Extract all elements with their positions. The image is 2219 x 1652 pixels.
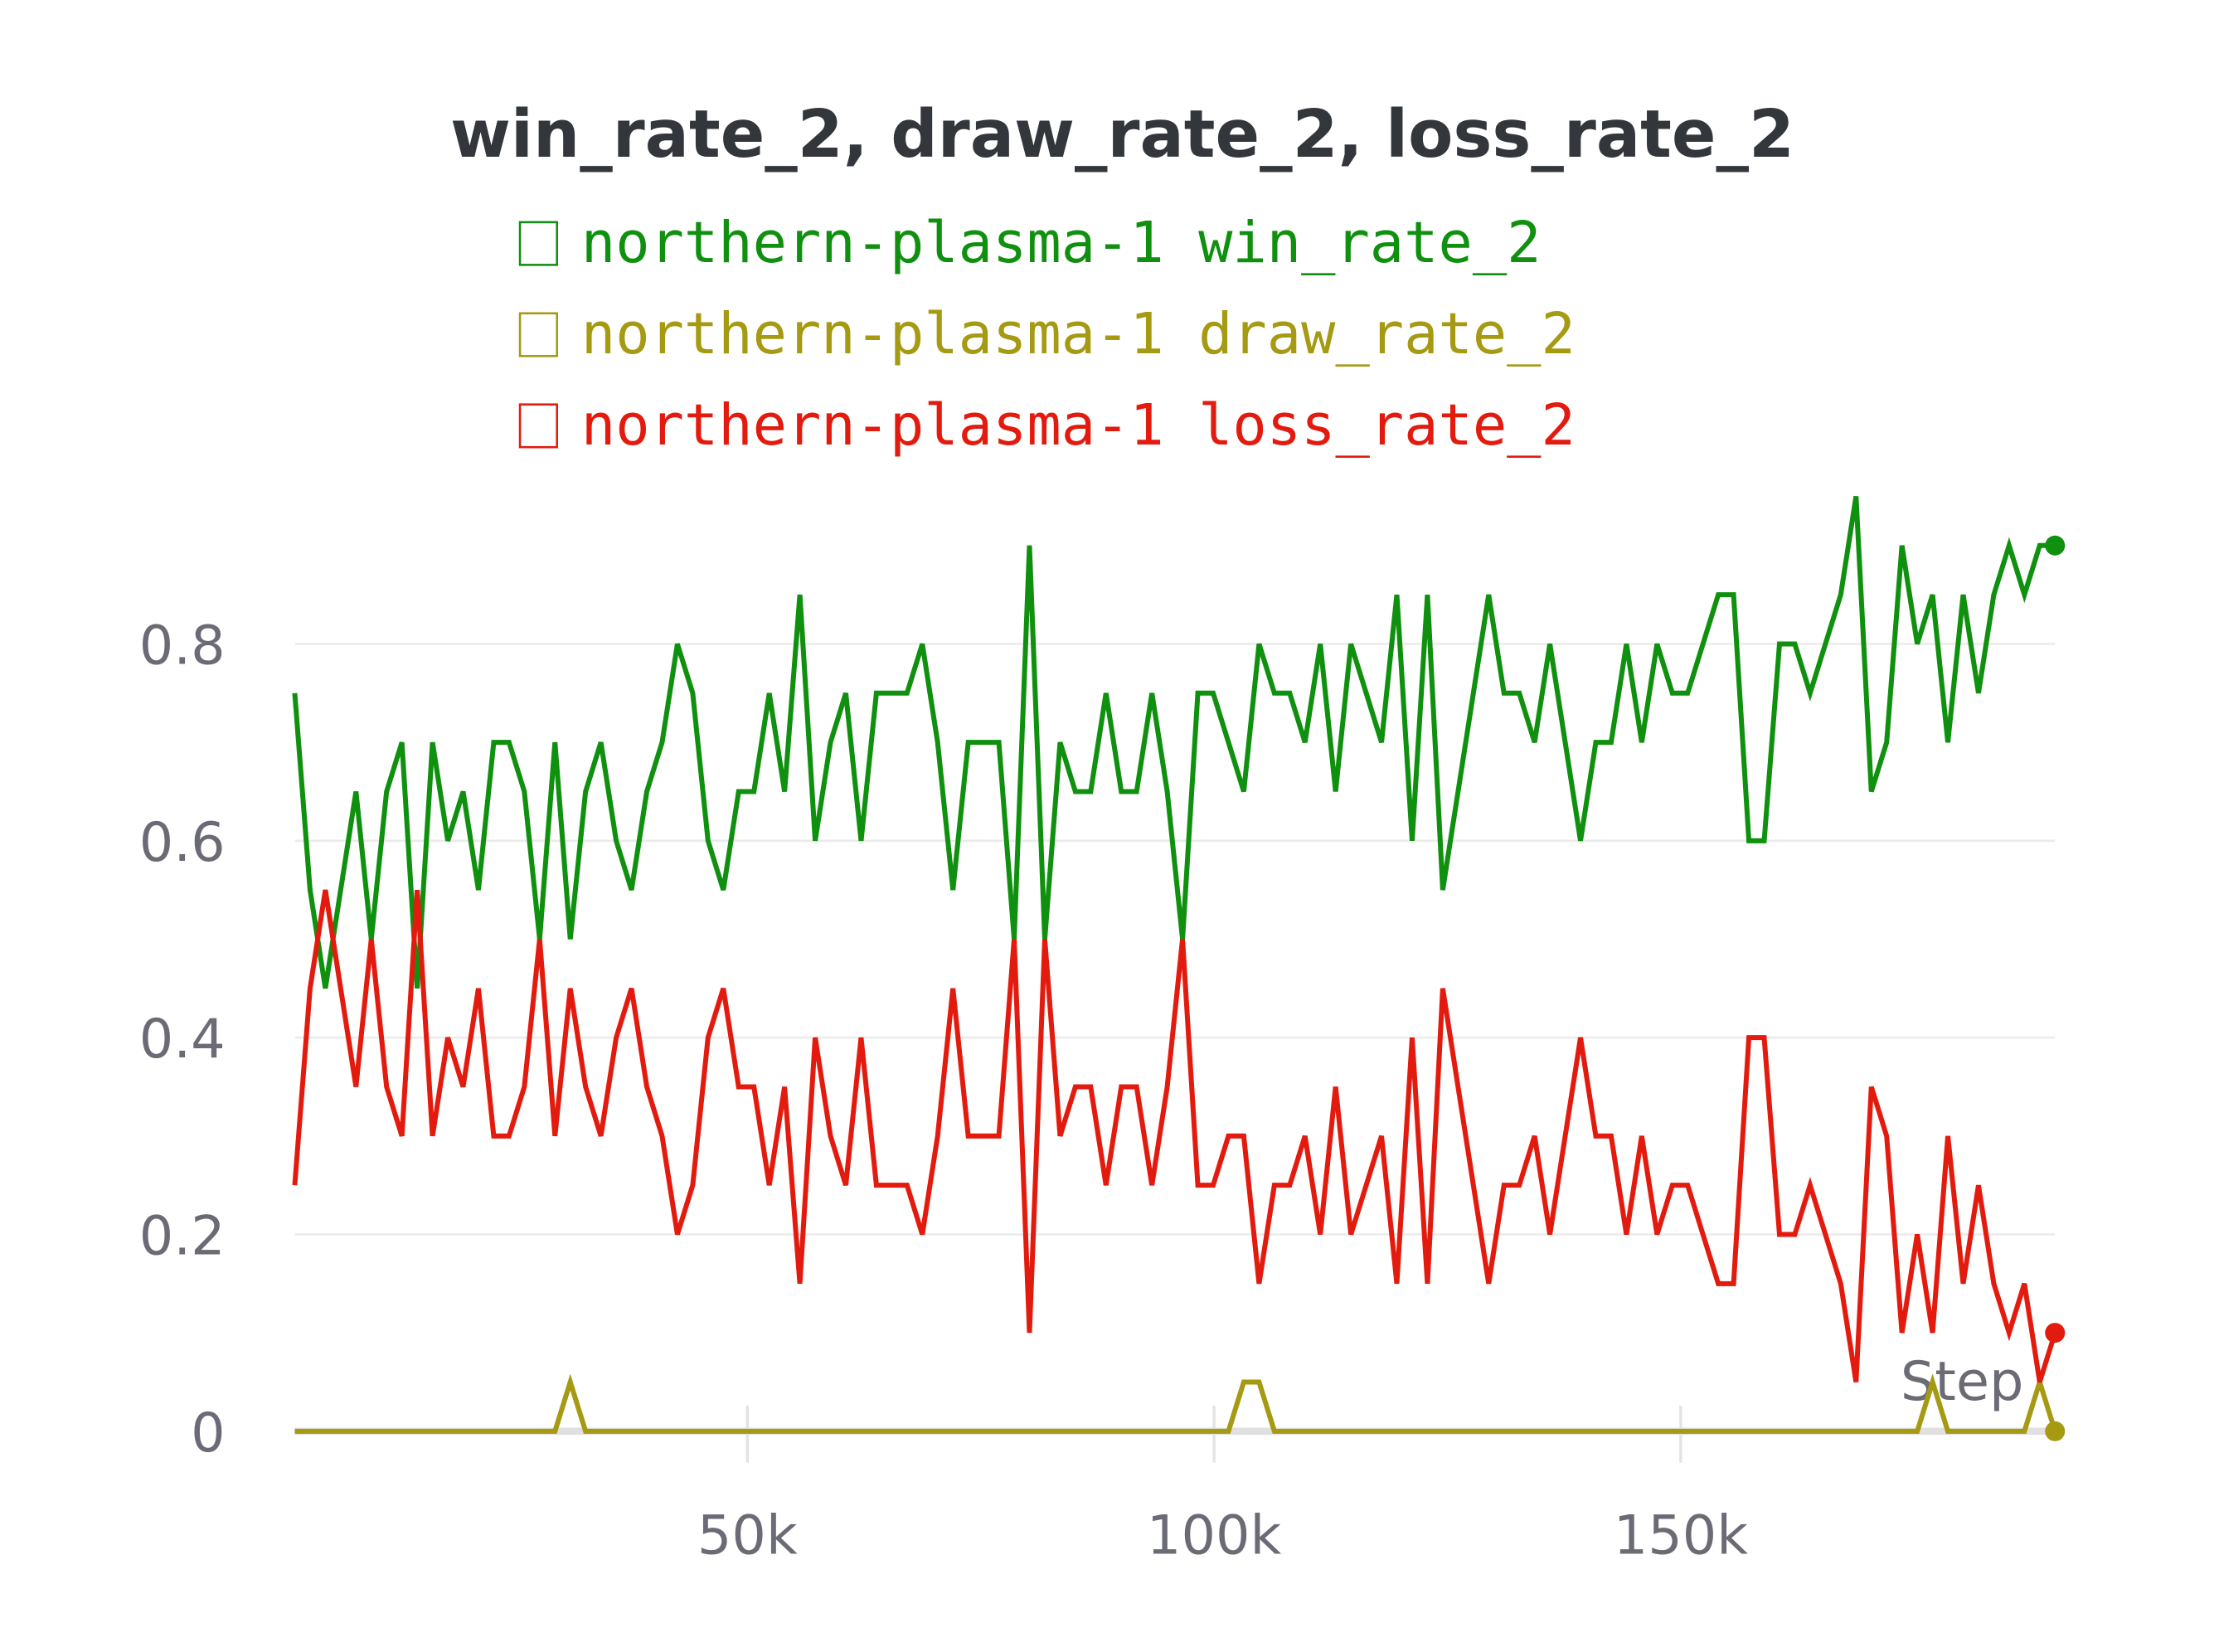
y-tick-label: 0 [191, 1402, 226, 1465]
legend-swatch [518, 221, 558, 266]
x-axis-label: Step [1901, 1350, 2024, 1413]
end-dot [2045, 1323, 2066, 1343]
y-tick-label: 0.4 [139, 1008, 226, 1071]
x-tick-label: 50k [697, 1504, 798, 1567]
y-tick-label: 0.6 [139, 811, 226, 874]
series-line [294, 1373, 2058, 1434]
legend-label: northern-plasma-1 loss_rate_2 [581, 392, 1576, 459]
x-tick-label: 100k [1147, 1504, 1282, 1567]
y-tick-label: 0.8 [139, 615, 226, 678]
end-dot [2045, 1421, 2066, 1441]
series-line [292, 889, 2058, 1383]
legend-label: northern-plasma-1 draw_rate_2 [581, 301, 1576, 367]
series-line [292, 495, 2056, 989]
legend-label: northern-plasma-1 win_rate_2 [581, 210, 1542, 276]
chart-title: win_rate_2, draw_rate_2, loss_rate_2 [450, 96, 1794, 172]
y-tick-label: 0.2 [139, 1205, 226, 1268]
legend-swatch [518, 403, 558, 449]
end-dot [2045, 535, 2066, 556]
x-tick-label: 150k [1614, 1504, 1749, 1567]
legend-swatch [518, 312, 558, 357]
